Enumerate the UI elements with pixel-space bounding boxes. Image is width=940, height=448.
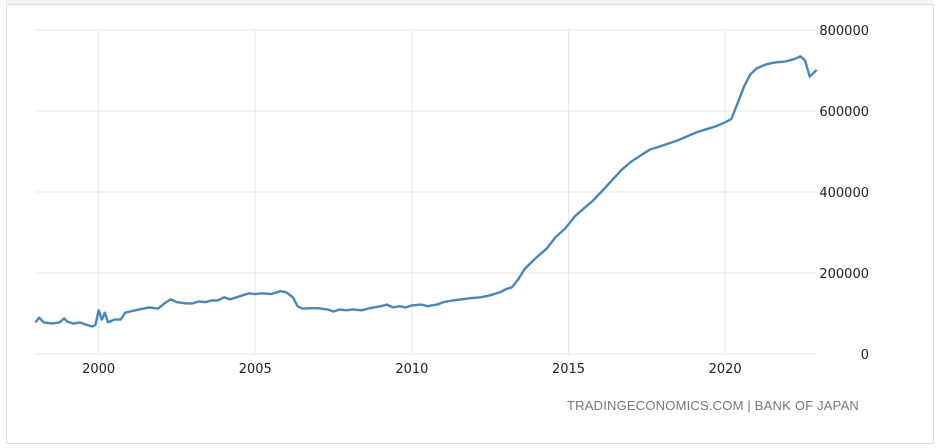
x-tick-label: 2000 — [82, 362, 115, 377]
y-axis-ticks: 0 200000 400000 600000 800000 — [819, 24, 869, 363]
series-line — [34, 55, 818, 328]
series-group — [34, 55, 818, 328]
y-tick-label: 400000 — [819, 186, 869, 201]
x-tick-label: 2015 — [552, 362, 585, 377]
x-tick-label: 2020 — [709, 362, 742, 377]
source-attribution: TRADINGECONOMICS.COM | BANK OF JAPAN — [567, 398, 860, 413]
y-tick-label: 200000 — [819, 267, 869, 282]
x-tick-label: 2010 — [395, 362, 428, 377]
y-tick-label: 800000 — [819, 24, 869, 39]
y-tick-label: 0 — [861, 348, 869, 363]
y-tick-label: 600000 — [819, 105, 869, 120]
chart-frame — [6, 4, 934, 444]
x-axis-ticks: 2000 2005 2010 2015 2020 — [82, 362, 742, 377]
x-tick-label: 2005 — [239, 362, 272, 377]
grid-lines — [36, 29, 816, 355]
